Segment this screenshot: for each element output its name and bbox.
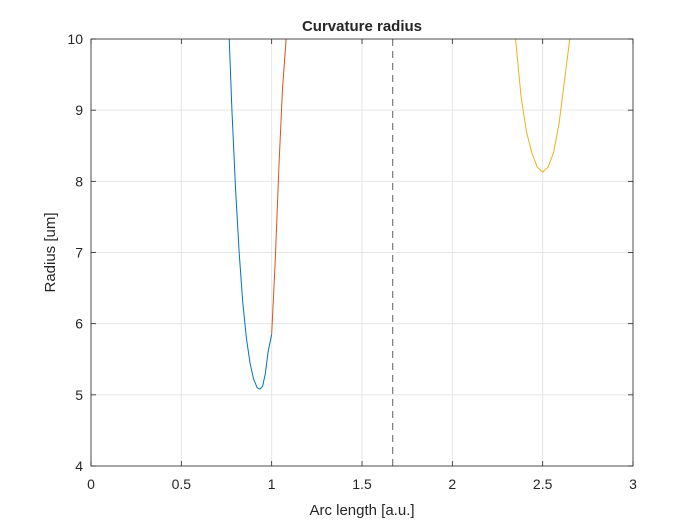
x-tick-label: 0.5 (172, 476, 192, 492)
x-tick-label: 3 (629, 476, 637, 492)
series-group (228, 38, 571, 390)
y-tick-label: 8 (75, 173, 83, 189)
series-line-1 (228, 38, 273, 390)
y-tick-label: 9 (75, 102, 83, 118)
x-tick-label: 0 (87, 476, 95, 492)
series-line-3 (515, 38, 571, 173)
ticks: 0 0.5 1 1.5 2 2.5 3 4 5 6 7 8 9 10 (67, 31, 637, 492)
chart-title: Curvature radius (302, 18, 422, 35)
x-tick-label: 1 (268, 476, 276, 492)
x-tick-label: 2 (448, 476, 456, 492)
series-line-2 (271, 38, 287, 335)
x-tick-label: 2.5 (533, 476, 553, 492)
y-axis-label: Radius [um] (42, 212, 59, 292)
y-tick-label: 4 (75, 458, 83, 474)
y-tick-label: 7 (75, 245, 83, 261)
y-tick-label: 6 (75, 316, 83, 332)
x-tick-label: 1.5 (352, 476, 372, 492)
y-tick-label: 5 (75, 387, 83, 403)
x-axis-label: Arc length [a.u.] (309, 502, 414, 519)
y-tick-label: 10 (67, 31, 83, 47)
